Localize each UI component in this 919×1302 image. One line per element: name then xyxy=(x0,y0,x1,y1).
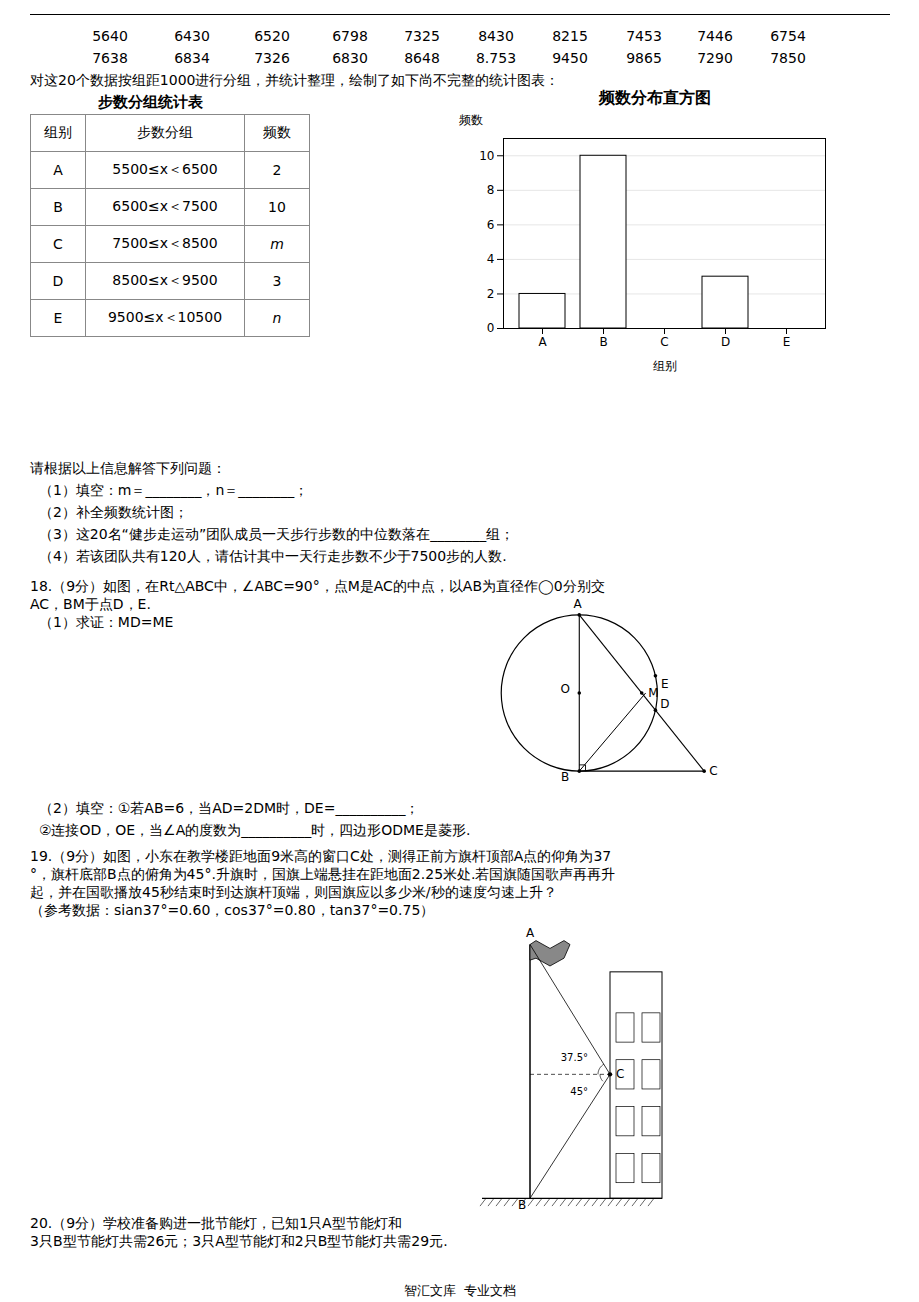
html-text:7326: 7326 xyxy=(254,50,290,66)
svg-text:B: B xyxy=(561,770,569,784)
svg-text:2: 2 xyxy=(487,287,495,301)
html-text:（1）求证：MD=ME: （1）求证：MD=ME xyxy=(30,614,174,630)
html-text:（4）若该团队共有120人，请估计其中一天行走步数不少于75: （4）若该团队共有120人，请估计其中一天行走步数不少于7500步的人数. xyxy=(30,548,507,564)
html-text:9450: 9450 xyxy=(552,50,588,66)
svg-text:45°: 45° xyxy=(570,1086,588,1097)
html-text:AC，BM于点D，E.: AC，BM于点D，E. xyxy=(30,596,151,612)
html-text:6830: 6830 xyxy=(332,50,368,66)
html-text:7850: 7850 xyxy=(770,50,806,66)
svg-text:组别: 组别 xyxy=(653,359,677,373)
html-text:（1）填空：m＝________，n＝________；: （1）填空：m＝________，n＝________； xyxy=(30,482,309,498)
svg-text:10: 10 xyxy=(479,149,494,163)
svg-text:0: 0 xyxy=(487,321,495,335)
html-text:6798: 6798 xyxy=(332,28,368,44)
html-text:6754: 6754 xyxy=(770,28,806,44)
html-text:9865: 9865 xyxy=(626,50,662,66)
svg-text:C: C xyxy=(660,335,668,349)
html-text:3只B型节能灯共需26元；3只A型节能灯和2只B型节能灯共需: 3只B型节能灯共需26元；3只A型节能灯和2只B型节能灯共需29元. xyxy=(30,1233,448,1249)
html-text:8500≤x＜9500: 8500≤x＜9500 xyxy=(112,272,218,288)
html-text:频数分布直方图: 频数分布直方图 xyxy=(599,88,711,107)
html-text:10: 10 xyxy=(268,199,286,215)
html-text:B: B xyxy=(53,199,63,215)
html-text:C: C xyxy=(53,236,63,252)
svg-text:D: D xyxy=(721,335,730,349)
html-text:请根据以上信息解答下列问题：: 请根据以上信息解答下列问题： xyxy=(30,460,226,476)
svg-text:A: A xyxy=(574,597,583,611)
html-text:②连接OD，OE，当∠A的度数为__________时，四边: ②连接OD，OE，当∠A的度数为__________时，四边形ODME是菱形. xyxy=(30,822,471,838)
html-text:7500≤x＜8500: 7500≤x＜8500 xyxy=(112,235,218,251)
html-text:D: D xyxy=(52,273,64,289)
svg-text:频数: 频数 xyxy=(459,113,483,127)
html-text:（参考数据：sian37°=0.60，cos37°=0.80: （参考数据：sian37°=0.60，cos37°=0.80，tan37°=0.… xyxy=(30,902,435,918)
svg-text:E: E xyxy=(783,335,791,349)
svg-text:37.5°: 37.5° xyxy=(561,1052,588,1063)
svg-text:8: 8 xyxy=(487,183,495,197)
html-text:7290: 7290 xyxy=(697,50,733,66)
html-text:起，并在国歌播放45秒结束时到达旗杆顶端，则国旗应以多少米/: 起，并在国歌播放45秒结束时到达旗杆顶端，则国旗应以多少米/秒的速度匀速上升？ xyxy=(30,884,557,900)
html-text:7446: 7446 xyxy=(697,28,733,44)
svg-text:E: E xyxy=(661,677,669,691)
html-text:8.753: 8.753 xyxy=(476,50,516,66)
html-text:智汇文库 专业文档: 智汇文库 专业文档 xyxy=(403,1283,517,1298)
html-text:3: 3 xyxy=(272,273,282,289)
html-text:步数分组统计表: 步数分组统计表 xyxy=(97,93,203,111)
html-text:5640: 5640 xyxy=(92,28,128,44)
html-text:n: n xyxy=(272,310,282,326)
html-text:（2）填空：①若AB=6，当AD=2DM时，DE=_____: （2）填空：①若AB=6，当AD=2DM时，DE=__________； xyxy=(30,800,420,816)
html-text:8215: 8215 xyxy=(552,28,588,44)
html-text:（2）补全频数统计图；: （2）补全频数统计图； xyxy=(30,504,188,520)
svg-text:O: O xyxy=(561,682,570,696)
html-text:6520: 6520 xyxy=(254,28,290,44)
html-text:6834: 6834 xyxy=(174,50,210,66)
html-text:8430: 8430 xyxy=(478,28,514,44)
html-text:（3）这20名“健步走运动”团队成员一天步行步数的中位数落在: （3）这20名“健步走运动”团队成员一天步行步数的中位数落在________组； xyxy=(30,526,515,542)
svg-text:C: C xyxy=(709,764,717,778)
svg-text:D: D xyxy=(660,697,669,711)
html-text:7453: 7453 xyxy=(626,28,662,44)
svg-text:A: A xyxy=(526,926,535,940)
html-text:2: 2 xyxy=(272,162,282,178)
html-text:6430: 6430 xyxy=(174,28,210,44)
html-text:频数: 频数 xyxy=(263,124,291,140)
html-text:E: E xyxy=(53,310,63,326)
html-text:m: m xyxy=(270,236,284,252)
html-text:7638: 7638 xyxy=(92,50,128,66)
html-text:8648: 8648 xyxy=(404,50,440,66)
svg-text:B: B xyxy=(599,335,607,349)
svg-text:B: B xyxy=(518,1198,526,1210)
svg-text:C: C xyxy=(616,1067,624,1081)
html-text:5500≤x＜6500: 5500≤x＜6500 xyxy=(112,161,218,177)
html-text:6500≤x＜7500: 6500≤x＜7500 xyxy=(112,198,218,214)
html-text:°，旗杆底部B点的俯角为45°.升旗时，国旗上端悬挂在距地面: °，旗杆底部B点的俯角为45°.升旗时，国旗上端悬挂在距地面2.25米处.若国旗… xyxy=(30,866,616,882)
html-text:9500≤x＜10500: 9500≤x＜10500 xyxy=(107,309,223,325)
html-text:对这20个数据按组距1000进行分组，并统计整理，绘制了如下: 对这20个数据按组距1000进行分组，并统计整理，绘制了如下尚不完整的统计图表： xyxy=(30,72,560,88)
svg-text:4: 4 xyxy=(487,252,495,266)
html-text:组别: 组别 xyxy=(44,124,72,140)
svg-text:A: A xyxy=(538,335,547,349)
html-text:步数分组: 步数分组 xyxy=(137,124,193,140)
html-text:19.（9分）如图，小东在教学楼距地面9米高的窗口C处，测得: 19.（9分）如图，小东在教学楼距地面9米高的窗口C处，测得正前方旗杆顶部A点的… xyxy=(30,848,612,864)
html-text:A: A xyxy=(53,162,63,178)
svg-text:6: 6 xyxy=(487,218,495,232)
html-text:20.（9分）学校准备购进一批节能灯，已知1只A型节能灯和: 20.（9分）学校准备购进一批节能灯，已知1只A型节能灯和 xyxy=(30,1215,402,1231)
html-text:18.（9分）如图，在Rt△ABC中，∠ABC=90°，点M: 18.（9分）如图，在Rt△ABC中，∠ABC=90°，点M是AC的中点，以AB… xyxy=(30,578,605,594)
svg-text:M: M xyxy=(648,686,658,700)
html-text:7325: 7325 xyxy=(404,28,440,44)
